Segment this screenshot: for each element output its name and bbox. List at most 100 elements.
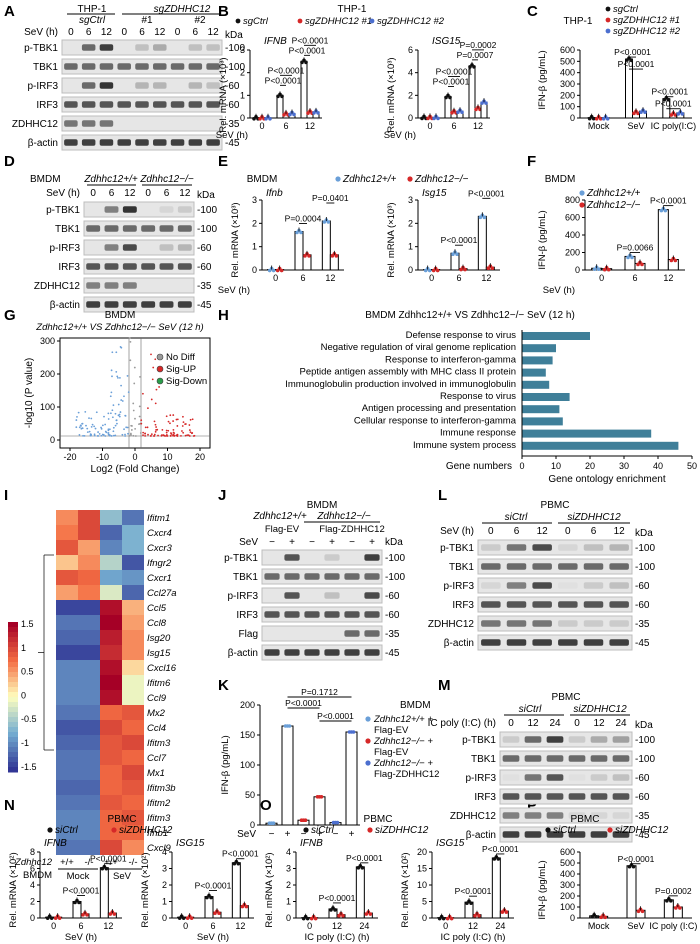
p-value-label: P<0.0001 bbox=[285, 698, 322, 708]
x-tick-label: IC poly (I:C) bbox=[649, 921, 697, 931]
blot-band bbox=[99, 120, 114, 127]
y-tick-label: 400 bbox=[560, 68, 575, 78]
x-tick-label: 6 bbox=[632, 273, 637, 283]
kda-marker: -45 bbox=[385, 648, 400, 659]
kda-marker: -100 bbox=[635, 754, 655, 765]
kda-marker: -35 bbox=[385, 629, 400, 640]
x-tick-label: 0 bbox=[599, 273, 604, 283]
go-bar bbox=[522, 429, 652, 438]
data-point bbox=[77, 900, 81, 905]
volcano-point bbox=[181, 430, 183, 432]
data-point bbox=[217, 911, 221, 916]
blot-band bbox=[558, 620, 578, 627]
blot-strip bbox=[477, 577, 633, 594]
data-point bbox=[244, 904, 249, 909]
lane-time: 12 bbox=[614, 526, 626, 537]
blot-band bbox=[159, 301, 174, 308]
p-value-label: P<0.0001 bbox=[319, 893, 356, 903]
data-point bbox=[640, 909, 645, 914]
blot-band bbox=[104, 206, 119, 213]
volcano-point bbox=[115, 371, 118, 373]
heatmap-cell bbox=[78, 705, 100, 720]
heatmap-cell bbox=[78, 675, 100, 690]
color-scale-step bbox=[8, 747, 18, 753]
volcano-point bbox=[123, 428, 125, 431]
data-point bbox=[643, 110, 647, 114]
gene-row-label: Ccl9 bbox=[147, 693, 167, 704]
legend-label: Zdhhc12−/− + bbox=[373, 758, 433, 769]
volcano-point bbox=[150, 398, 153, 401]
color-scale-step bbox=[8, 722, 18, 728]
y-tick-label: 3 bbox=[162, 864, 167, 874]
blot-strip bbox=[477, 558, 633, 575]
x-tick-label: -10 bbox=[96, 452, 109, 462]
color-scale-step bbox=[8, 742, 18, 748]
treatment-label: SeV bbox=[237, 829, 256, 840]
y-tick-label: 0 bbox=[250, 820, 255, 830]
blot-band bbox=[524, 774, 542, 781]
lane-time: 0 bbox=[68, 27, 74, 38]
heatmap-cell bbox=[78, 795, 100, 810]
chart-title: PBMC bbox=[364, 814, 393, 825]
bar bbox=[657, 209, 669, 271]
blot-strip bbox=[499, 769, 633, 786]
heatmap-cell bbox=[100, 825, 122, 840]
data-point bbox=[484, 101, 488, 105]
blot-band bbox=[612, 774, 630, 781]
legend-label: Zdhhc12+/+ bbox=[586, 188, 641, 199]
p-value-label: P<0.0001 bbox=[289, 45, 326, 55]
x-tick-label: 12 bbox=[481, 273, 491, 283]
data-point bbox=[334, 254, 339, 258]
x-tick-label: 12 bbox=[468, 921, 478, 931]
heatmap-cell bbox=[56, 585, 78, 600]
blot-band bbox=[583, 582, 604, 589]
gene-row-label: Ifitm3b bbox=[147, 783, 176, 794]
blot-band bbox=[177, 263, 192, 270]
data-point bbox=[313, 916, 318, 921]
color-scale-step bbox=[8, 672, 18, 678]
blot-band bbox=[117, 63, 131, 70]
volcano-point bbox=[192, 435, 195, 437]
lane-time: 24 bbox=[615, 718, 627, 729]
x-tick-label: SeV bbox=[627, 121, 644, 131]
heatmap-cell bbox=[100, 660, 122, 675]
legend-label: sgZDHHC12 #1 bbox=[613, 15, 680, 26]
y-tick-label: 800 bbox=[565, 195, 580, 205]
volcano-point bbox=[86, 431, 89, 434]
color-scale-step bbox=[8, 622, 18, 628]
blot-strip bbox=[261, 587, 383, 604]
kda-label: kDa bbox=[197, 190, 215, 201]
volcano-point bbox=[132, 409, 135, 412]
data-point bbox=[279, 268, 284, 273]
blot-band bbox=[177, 225, 192, 232]
blot-group-label: Zdhhc12−/− bbox=[316, 511, 371, 522]
lane-treatment: + bbox=[369, 537, 375, 548]
y-tick-label: 0 bbox=[422, 913, 427, 923]
panel-label-C: C bbox=[527, 3, 538, 20]
x-tick-label: 24 bbox=[359, 921, 369, 931]
lane-treatment: + bbox=[289, 537, 295, 548]
panel-label-F: F bbox=[527, 153, 536, 170]
volcano-point bbox=[123, 395, 125, 398]
color-scale-label: 0 bbox=[21, 690, 26, 700]
go-term-label: Cellular response to interferon-gamma bbox=[354, 415, 517, 426]
blot-band bbox=[86, 263, 101, 270]
volcano-point bbox=[80, 427, 83, 430]
y-tick-label: 500 bbox=[560, 56, 575, 66]
data-point bbox=[449, 916, 454, 921]
p-value-label: P<0.0001 bbox=[618, 59, 655, 69]
volcano-point bbox=[176, 418, 179, 421]
volcano-point bbox=[81, 422, 84, 425]
volcano-point bbox=[109, 395, 112, 398]
kda-marker: -45 bbox=[225, 138, 240, 149]
heatmap-cell bbox=[100, 810, 122, 825]
blot-band bbox=[206, 101, 220, 108]
y-axis-label: Rel. mRNA (×10²) bbox=[264, 852, 275, 927]
volcano-point bbox=[110, 391, 113, 394]
kda-marker: -35 bbox=[197, 281, 212, 292]
blot-cell-label: BMDM bbox=[30, 174, 61, 185]
x-tick-label: 0 bbox=[259, 121, 264, 131]
volcano-point bbox=[127, 391, 130, 394]
kda-marker: -60 bbox=[385, 610, 400, 621]
blot-band bbox=[612, 755, 630, 762]
